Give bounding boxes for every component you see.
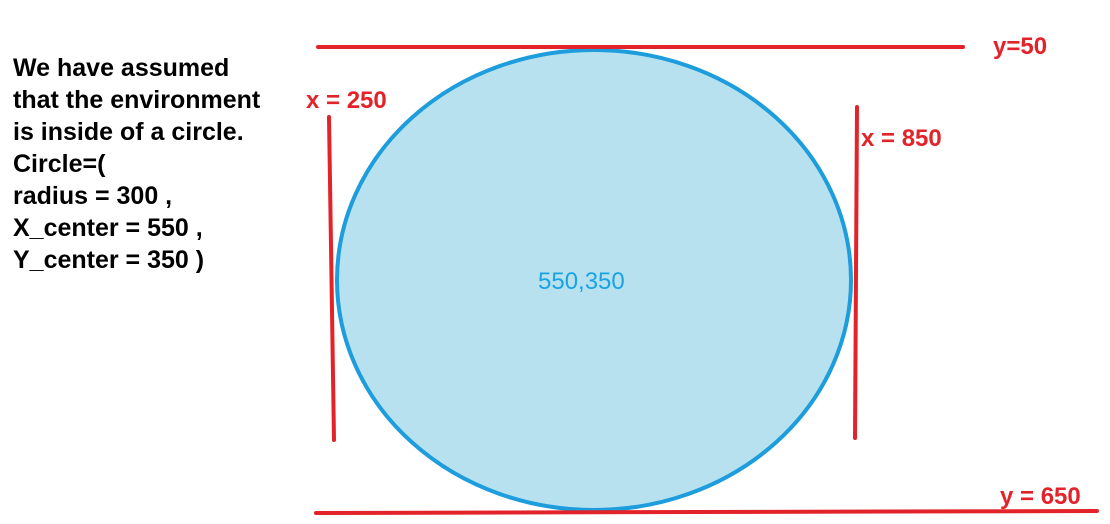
- bottom-boundary-line: [314, 509, 1099, 515]
- left-boundary-line: [327, 115, 336, 442]
- top-line-label: y=50: [993, 33, 1048, 60]
- description-line: X_center = 550 ,: [13, 214, 203, 242]
- description-line: is inside of a circle.: [13, 118, 244, 146]
- description-line: We have assumed: [13, 54, 230, 82]
- description-line: that the environment: [13, 86, 261, 114]
- center-point-label: 550,350: [538, 268, 625, 295]
- description-line: radius = 300 ,: [13, 182, 173, 210]
- description-note: We have assumed that the environment is …: [13, 52, 260, 276]
- right-line-label: x = 850: [861, 125, 942, 152]
- left-line-label: x = 250: [306, 87, 387, 114]
- environment-circle: [335, 48, 853, 512]
- right-boundary-line: [853, 105, 859, 440]
- bottom-line-label: y = 650: [1000, 483, 1081, 510]
- description-line: Circle=(: [13, 150, 106, 178]
- description-line: Y_center = 350 ): [13, 246, 205, 274]
